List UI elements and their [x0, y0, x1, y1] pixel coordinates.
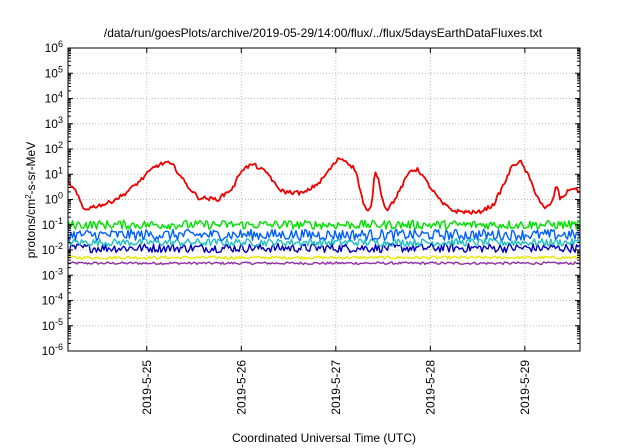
series-line: [67, 219, 581, 230]
x-tick-label: 2019-5-29: [518, 360, 532, 415]
y-tick-label: 10-5: [42, 317, 63, 333]
x-axis-label: Coordinated Universal Time (UTC): [232, 431, 416, 445]
x-tick-label: 2019-5-26: [234, 360, 248, 415]
y-tick-label: 102: [45, 140, 63, 156]
series-line: [67, 228, 581, 241]
x-tick-label: 2019-5-27: [329, 360, 343, 415]
series-line: [67, 261, 580, 266]
y-axis-label: protons/cm2-s-sr-MeV: [24, 142, 39, 258]
grid: [68, 47, 580, 352]
series-line: [67, 242, 581, 254]
series-line: [67, 255, 580, 260]
y-tick-label: 10-6: [42, 342, 63, 358]
y-tick-label: 10-1: [42, 216, 63, 232]
x-tick-label: 2019-5-28: [423, 360, 437, 415]
y-tick-label: 10-4: [42, 292, 63, 308]
y-tick-label: 104: [45, 90, 63, 106]
y-tick-label: 100: [45, 191, 63, 207]
y-tick-label: 105: [45, 64, 63, 80]
y-tick-label: 101: [45, 165, 63, 181]
series-line: [67, 157, 580, 215]
plot-lines: [67, 157, 581, 266]
y-tick-label: 10-2: [42, 241, 63, 257]
y-tick-label: 103: [45, 115, 63, 131]
y-tick-label: 106: [45, 39, 63, 55]
chart-title: /data/run/goesPlots/archive/2019-05-29/1…: [104, 26, 543, 40]
x-tick-label: 2019-5-25: [140, 360, 154, 415]
y-tick-label: 10-3: [42, 266, 63, 282]
y-axis: 106 105 104 103 102 101 100 10-1 10-2 10-3 10-4 10-…: [42, 39, 580, 358]
x-axis: 2019-5-25 2019-5-26 2019-5-27 2019-5-28 2019…: [140, 48, 532, 415]
